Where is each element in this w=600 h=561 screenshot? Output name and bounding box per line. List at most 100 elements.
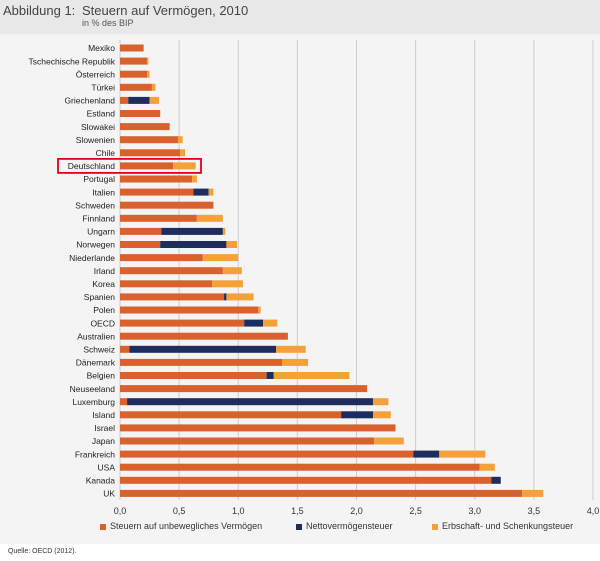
bar-segment [180,149,186,157]
category-label: Luxemburg [72,397,115,407]
category-label: Ungarn [87,227,115,237]
bar-segment [439,450,486,458]
bar-segment [491,476,501,484]
bar-segment [120,398,128,406]
category-label: Finnland [82,214,115,224]
category-label: Neuseeland [70,384,116,394]
category-label: Dänemark [76,358,116,368]
legend-swatch-immobilien [100,523,106,530]
bar-segment [202,254,239,262]
bar-segment [120,227,162,235]
bar-segment [149,96,160,104]
category-label: UK [103,489,115,499]
legend-label-erbschaft: Erbschaft- und Schenkungsteuer [442,521,574,531]
chart-subtitle: in % des BIP [82,18,134,28]
bar-segment [120,214,197,222]
bar-segment [120,175,193,183]
bar-segment [212,280,243,288]
bar-segment [147,70,150,78]
category-label: Spanien [84,292,115,302]
bar-segment [276,345,306,353]
category-label: Tschechische Republik [29,56,116,66]
bar-segment [120,411,342,419]
category-label: Italien [92,187,115,197]
bar-segment [129,345,277,353]
bar-segment [120,489,523,497]
bar-segment [120,201,214,209]
bar-segment [127,398,374,406]
bar-segment [263,319,278,327]
bar-segment [522,489,544,497]
bar-segment [120,83,152,91]
legend-swatch-erbschaft [432,523,438,530]
category-label: Polen [93,305,115,315]
bar-segment [147,57,149,65]
bar-segment [120,437,375,445]
category-label: Türkei [91,83,115,93]
bar-segment [120,267,223,275]
category-label: Portugal [83,174,115,184]
bar-segment [120,136,178,144]
legend-item-netto: Nettovermögensteuer [296,521,393,531]
bar-segment [120,424,396,432]
bar-segment [120,110,161,117]
bar-segment [120,463,480,471]
bar-segment [373,398,389,406]
bar-segment [258,306,261,314]
category-label: Schweiz [83,345,115,355]
bar-segment [222,267,242,275]
source-note: Quelle: OECD (2012). [8,548,77,555]
bar-segment [120,358,283,366]
category-label: USA [98,462,116,472]
bar-segment [222,227,226,235]
category-label: Japan [92,436,115,446]
bar-segment [273,372,350,379]
legend-item-immobilien: Steuern auf unbewegliches Vermögen [100,521,262,531]
highlight-box [57,158,202,174]
x-tick-label: 1,0 [232,506,245,516]
bar-segment [120,319,245,327]
x-tick-label: 3,0 [468,506,481,516]
legend-label-netto: Nettovermögensteuer [306,521,393,531]
bar-segment [479,463,495,471]
bar-segment [128,96,150,104]
bar-segment [120,293,225,301]
category-label: Israel [94,423,115,433]
x-tick-label: 2,0 [350,506,363,516]
bar-segment [120,123,170,131]
bar-segment [120,450,414,458]
bar-segment [193,188,209,196]
bar-segment [120,162,174,170]
category-label: Slowenien [76,135,115,145]
bar-segment [120,241,161,248]
bar-segment [120,476,492,484]
bar-segment [120,254,203,262]
bar-segment [120,306,259,314]
bar-segment [226,293,254,301]
bar-segment [266,372,274,379]
bar-segment [226,241,238,248]
category-label: Schweden [75,200,115,210]
category-label: Slowakei [81,122,115,132]
x-tick-label: 3,5 [528,506,541,516]
bar-segment [208,188,214,196]
bar-segment [120,188,194,196]
category-label: Australien [77,331,115,341]
bar-segment [413,450,440,458]
category-label: Deutschland [68,161,116,171]
figure-label: Abbildung 1: [3,3,76,18]
bar-segment [373,411,391,419]
category-label: Chile [96,148,116,158]
category-label: Korea [92,279,115,289]
bar-segment [120,345,130,353]
category-label: OECD [90,318,115,328]
bar-segment [244,319,264,327]
bar-segment [120,149,181,157]
category-label: Frankreich [75,449,115,459]
bar-segment [120,280,213,288]
x-tick-label: 2,5 [409,506,422,516]
bar-segment [151,83,156,91]
x-tick-label: 4,0 [587,506,600,516]
category-label: Niederlande [69,253,115,263]
bar-segment [120,96,129,104]
